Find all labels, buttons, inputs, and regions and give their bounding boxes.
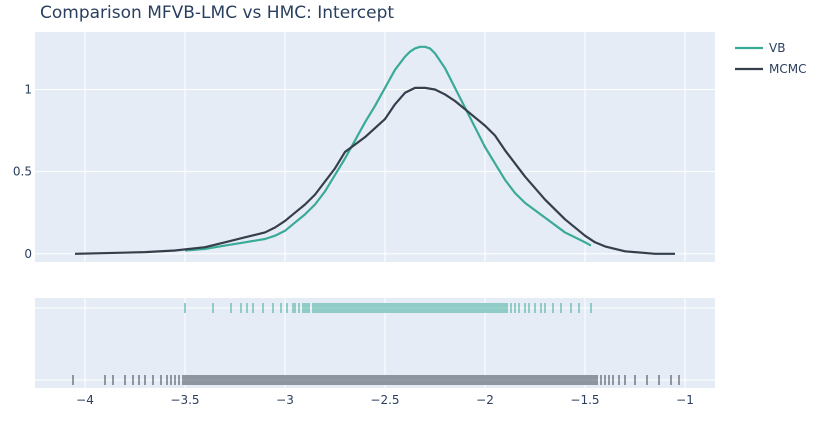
x-axis-ticks: −4 −3.5 −3 −2.5 −2 −1.5 −1 — [76, 393, 694, 407]
series-line-vb — [184, 45, 592, 252]
legend[interactable]: VB MCMC — [735, 41, 806, 76]
legend-label: VB — [769, 41, 785, 55]
density-lines — [74, 45, 675, 255]
y-tick-label: 0.5 — [13, 165, 32, 179]
y-tick-label: 1 — [24, 83, 32, 97]
legend-item-mcmc[interactable]: MCMC — [735, 62, 806, 76]
main-plot-background — [35, 32, 715, 262]
x-tick-label: −3 — [276, 393, 294, 407]
chart-title: Comparison MFVB-LMC vs HMC: Intercept — [40, 3, 394, 23]
y-axis-ticks: 00.51 — [13, 83, 32, 261]
x-tick-label: −3.5 — [170, 393, 199, 407]
rug-plot: −4 −3.5 −3 −2.5 −2 −1.5 −1 — [35, 298, 715, 407]
y-tick-label: 0 — [24, 247, 32, 261]
rug-series-mcmc — [72, 375, 680, 385]
main-plot: 00.51 — [13, 32, 715, 262]
x-tick-label: −4 — [76, 393, 94, 407]
series-line-mcmc — [74, 86, 675, 255]
x-tick-label: −2 — [476, 393, 494, 407]
x-tick-label: −2.5 — [370, 393, 399, 407]
legend-label: MCMC — [769, 62, 806, 76]
x-tick-label: −1.5 — [570, 393, 599, 407]
rug-marks — [72, 303, 680, 385]
x-tick-label: −1 — [676, 393, 694, 407]
legend-item-vb[interactable]: VB — [735, 41, 785, 55]
rug-series-vb — [184, 303, 592, 313]
